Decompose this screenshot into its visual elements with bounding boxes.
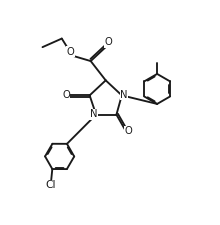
Text: O: O <box>62 90 70 100</box>
Text: O: O <box>66 47 74 57</box>
Text: O: O <box>105 37 112 47</box>
Text: N: N <box>120 90 128 100</box>
Text: O: O <box>125 126 133 136</box>
Text: Cl: Cl <box>45 180 55 190</box>
Text: N: N <box>90 109 97 119</box>
